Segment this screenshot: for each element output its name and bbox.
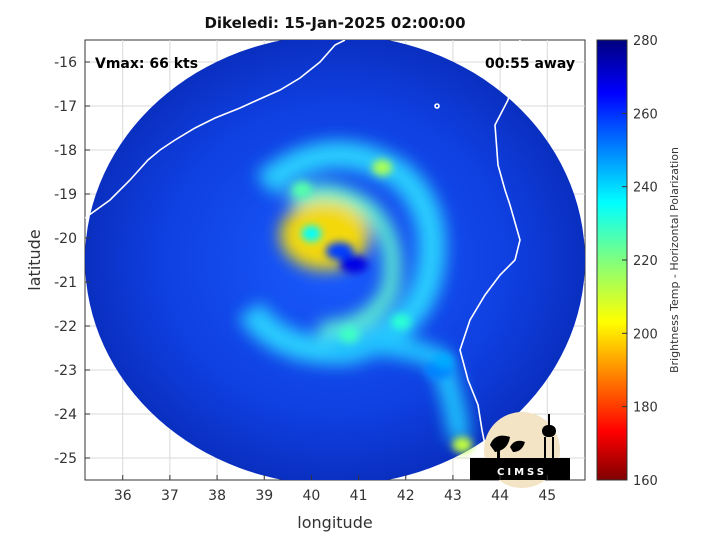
convective-cell xyxy=(291,181,312,198)
convective-cell xyxy=(452,436,473,453)
y-tick-label: -25 xyxy=(54,451,77,467)
y-tick-label: -18 xyxy=(54,143,77,159)
x-tick-label: 36 xyxy=(114,488,132,504)
x-tick-label: 42 xyxy=(397,488,415,504)
madagascar-coastline xyxy=(459,40,521,480)
x-tick-label: 45 xyxy=(538,488,556,504)
convective-cell xyxy=(325,242,354,261)
colorbar-tick-label: 160 xyxy=(633,474,658,489)
colorbar-tick-label: 260 xyxy=(633,107,658,122)
water-tower-icon xyxy=(542,414,556,459)
colorbar-ticks: 280 260 240 220 200 180 160 xyxy=(622,34,658,489)
y-tick-label: -21 xyxy=(54,275,77,291)
colorbar-tick-label: 180 xyxy=(633,401,658,416)
chart-title: Dikeledi: 15-Jan-2025 02:00:00 xyxy=(204,14,465,32)
y-tick-label: -24 xyxy=(54,407,77,423)
y-tick-label: -19 xyxy=(54,187,77,203)
island-outline xyxy=(434,103,440,109)
coastline xyxy=(85,40,521,480)
convective-cell xyxy=(433,353,454,370)
convective-cell xyxy=(301,225,322,242)
colorbar-tick-label: 280 xyxy=(633,34,658,49)
radar-dish-icon xyxy=(490,435,525,460)
x-tick-label: 44 xyxy=(491,488,509,504)
x-tick-label: 43 xyxy=(444,488,462,504)
outer-band xyxy=(238,140,446,365)
x-tick-label: 39 xyxy=(255,488,273,504)
y-axis-label: latitude xyxy=(25,229,44,290)
swath-layer xyxy=(85,40,585,480)
colorbar: 280 260 240 220 200 180 160 Brightness Temp - … xyxy=(596,34,681,489)
convective-cell xyxy=(339,255,368,274)
x-tick-label: 41 xyxy=(350,488,368,504)
convective-cell xyxy=(391,313,412,330)
y-tick-label: -23 xyxy=(54,363,77,379)
colorbar-tick-label: 200 xyxy=(633,327,658,342)
mozambique-coastline xyxy=(85,40,346,219)
colorbar-tick-label: 240 xyxy=(633,181,658,196)
y-tick-label: -16 xyxy=(54,55,77,71)
convective-cells xyxy=(291,159,473,453)
colorbar-tick-label: 220 xyxy=(633,254,658,269)
time-away-annotation: 00:55 away xyxy=(485,56,575,72)
y-tick-label: -17 xyxy=(54,99,77,115)
x-axis-ticks: 36 37 38 39 40 41 42 43 44 45 xyxy=(114,475,556,504)
x-tick-label: 40 xyxy=(303,488,321,504)
y-tick-label: -22 xyxy=(54,319,77,335)
logo-text: CIMSS xyxy=(497,467,547,478)
vmax-annotation: Vmax: 66 kts xyxy=(95,56,198,72)
inner-band xyxy=(286,184,401,338)
x-axis-label: longitude xyxy=(297,513,372,532)
y-tick-label: -20 xyxy=(54,231,77,247)
x-tick-label: 38 xyxy=(208,488,226,504)
logo-ground xyxy=(470,458,570,480)
plot-area: Vmax: 66 kts 00:55 away CIMSS 36 37 38 39 40… xyxy=(54,39,586,504)
y-axis-ticks: -16 -17 -18 -19 -20 -21 -22 -23 -24 -25 xyxy=(54,55,90,467)
cimss-logo: CIMSS xyxy=(470,412,570,488)
colorbar-label: Brightness Temp - Horizontal Polarizatio… xyxy=(668,147,681,373)
x-tick-label: 37 xyxy=(161,488,179,504)
convective-cell xyxy=(372,159,393,176)
convective-cell xyxy=(339,326,360,343)
